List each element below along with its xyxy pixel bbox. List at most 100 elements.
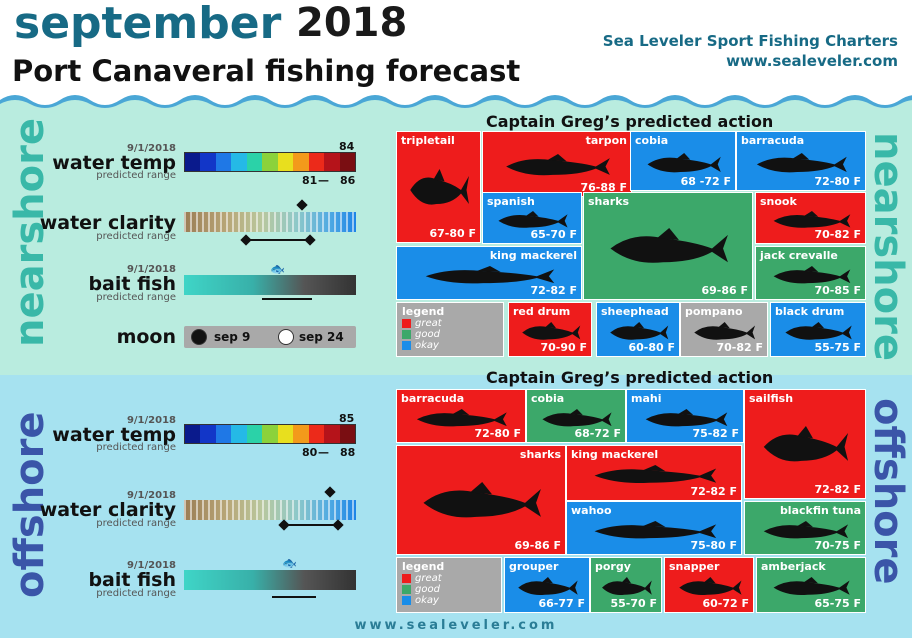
fish-silhouette-icon — [609, 322, 669, 340]
new-moon-date: sep 9 — [214, 330, 251, 344]
off-fish-cell-mahi[interactable]: mahi 75-82 F — [626, 389, 744, 443]
off-fish-cell-king-mackerel[interactable]: king mackerel 72-82 F — [566, 445, 742, 501]
near-fish-cell-tarpon[interactable]: tarpon 76-88 F — [482, 131, 632, 197]
temp-swatch — [308, 425, 325, 443]
header-year: 2018 — [296, 0, 408, 46]
off-temp-scale — [184, 424, 356, 444]
legend-title: legend — [402, 560, 445, 573]
fish-name: king mackerel — [571, 448, 659, 461]
brand-name[interactable]: Sea Leveler Sport Fishing Charters — [602, 32, 898, 50]
fish-silhouette-icon — [423, 482, 541, 518]
fish-temp-range: 70-90 F — [540, 341, 587, 354]
fish-temp-range: 70-85 F — [814, 284, 861, 297]
page-title: Port Canaveral fishing forecast — [12, 54, 521, 88]
legend-swatch — [402, 596, 411, 605]
temp-swatch — [308, 153, 325, 171]
new-moon-icon — [191, 329, 207, 345]
near-action-title: Captain Greg’s predicted action — [486, 112, 774, 131]
near-fish-cell-sheephead[interactable]: sheephead 60-80 F — [596, 302, 680, 357]
near-bait-scale — [184, 275, 356, 295]
near-clarity-scale — [184, 212, 356, 232]
fish-temp-range: 65-70 F — [530, 228, 577, 241]
fish-silhouette-icon — [506, 154, 610, 176]
off-fish-cell-grouper[interactable]: grouper 66-77 F — [504, 557, 590, 613]
fish-temp-range: 60-72 F — [702, 597, 749, 610]
temp-swatch — [339, 425, 355, 443]
temp-swatch — [200, 153, 216, 171]
fish-name: tripletail — [401, 134, 455, 147]
fish-name: porgy — [595, 560, 631, 573]
off-fish-cell-sharks[interactable]: sharks 69-86 F — [396, 445, 566, 555]
fish-name: pompano — [685, 305, 743, 318]
near-fish-cell-tripletail[interactable]: tripletail 67-80 F — [396, 131, 481, 243]
near-fish-cell-snook[interactable]: snook 70-82 F — [755, 192, 866, 244]
temp-swatch — [262, 153, 278, 171]
offshore-side-label-right: offshore — [865, 398, 911, 585]
fish-name: tarpon — [585, 134, 627, 147]
fish-name: sheephead — [601, 305, 669, 318]
off-fish-cell-porgy[interactable]: porgy 55-70 F — [590, 557, 662, 613]
near-temp-date: 9/1/2018 — [126, 143, 176, 154]
near-fish-cell-spanish[interactable]: spanish 65-70 F — [482, 192, 582, 244]
near-fish-cell-sharks[interactable]: sharks 69-86 F — [583, 192, 753, 300]
off-bait-date: 9/1/2018 — [126, 560, 176, 571]
fish-silhouette-icon — [542, 408, 612, 427]
fish-silhouette-icon — [785, 322, 853, 340]
fish-silhouette-icon — [757, 152, 847, 172]
nearshore-side-label-right: nearshore — [865, 132, 911, 361]
off-fish-cell-sailfish[interactable]: sailfish 72-82 F — [744, 389, 866, 499]
fish-temp-range: 55-70 F — [610, 597, 657, 610]
off-clarity-label: water clarity — [39, 499, 176, 521]
off-fish-cell-cobia[interactable]: cobia 68-72 F — [526, 389, 626, 443]
brand-url[interactable]: www.sealeveler.com — [726, 52, 898, 70]
fish-name: black drum — [775, 305, 845, 318]
legend-label: good — [415, 584, 440, 595]
off-bait-current-icon: 🐟 — [282, 556, 297, 570]
off-clarity-predicted: predicted range — [96, 518, 176, 529]
fish-silhouette-icon — [425, 265, 555, 284]
off-action-title: Captain Greg’s predicted action — [486, 368, 774, 387]
fish-temp-range: 75-82 F — [692, 427, 739, 440]
temp-swatch — [339, 153, 355, 171]
off-fish-cell-barracuda[interactable]: barracuda 72-80 F — [396, 389, 526, 443]
near-bait-label: bait fish — [88, 273, 176, 295]
near-temp-predicted: predicted range — [96, 170, 176, 181]
fish-silhouette-icon — [763, 426, 849, 462]
fish-name: king mackerel — [489, 249, 577, 262]
near-fish-cell-barracuda[interactable]: barracuda 72-80 F — [736, 131, 866, 191]
fish-silhouette-icon — [498, 211, 568, 228]
legend-item-okay: okay — [402, 340, 498, 351]
near-fish-cell-jack-crevalle[interactable]: jack crevalle 70-85 F — [755, 246, 866, 300]
near-bait-range-line — [262, 298, 312, 300]
near-fish-cell-black-drum[interactable]: black drum 55-75 F — [770, 302, 866, 357]
near-legend: legend great good okay — [396, 302, 504, 357]
legend-item-good: good — [402, 329, 498, 340]
fish-temp-range: 69-86 F — [701, 284, 748, 297]
off-fish-cell-amberjack[interactable]: amberjack 65-75 F — [756, 557, 866, 613]
fish-name: amberjack — [761, 560, 826, 573]
near-bait-current-icon: 🐟 — [270, 262, 285, 276]
legend-label: great — [415, 573, 442, 584]
fish-silhouette-icon — [645, 408, 727, 427]
fish-name: barracuda — [401, 392, 465, 405]
off-bait-predicted: predicted range — [96, 588, 176, 599]
near-fish-cell-cobia[interactable]: cobia 68 -72 F — [630, 131, 736, 191]
near-fish-cell-red-drum[interactable]: red drum 70-90 F — [508, 302, 592, 357]
near-fish-cell-pompano[interactable]: pompano 70-82 F — [680, 302, 768, 357]
temp-swatch — [277, 153, 294, 171]
off-fish-cell-wahoo[interactable]: wahoo 75-80 F — [566, 501, 742, 555]
fish-temp-range: 75-80 F — [690, 539, 737, 552]
fish-name: jack crevalle — [760, 249, 838, 262]
temp-swatch — [185, 153, 201, 171]
temp-swatch — [215, 153, 232, 171]
footer-url[interactable]: www.sealeveler.com — [354, 618, 558, 633]
off-fish-cell-blackfin-tuna[interactable]: blackfin tuna 70-75 F — [744, 501, 866, 555]
fish-name: cobia — [531, 392, 565, 405]
near-fish-cell-king-mackerel[interactable]: king mackerel 72-82 F — [396, 246, 582, 300]
fish-name: sharks — [519, 448, 561, 461]
legend-label: okay — [415, 340, 439, 351]
fish-temp-range: 70-82 F — [716, 341, 763, 354]
off-fish-cell-snapper[interactable]: snapper 60-72 F — [664, 557, 754, 613]
fish-name: snook — [760, 195, 797, 208]
off-legend: legend great good okay — [396, 557, 502, 613]
